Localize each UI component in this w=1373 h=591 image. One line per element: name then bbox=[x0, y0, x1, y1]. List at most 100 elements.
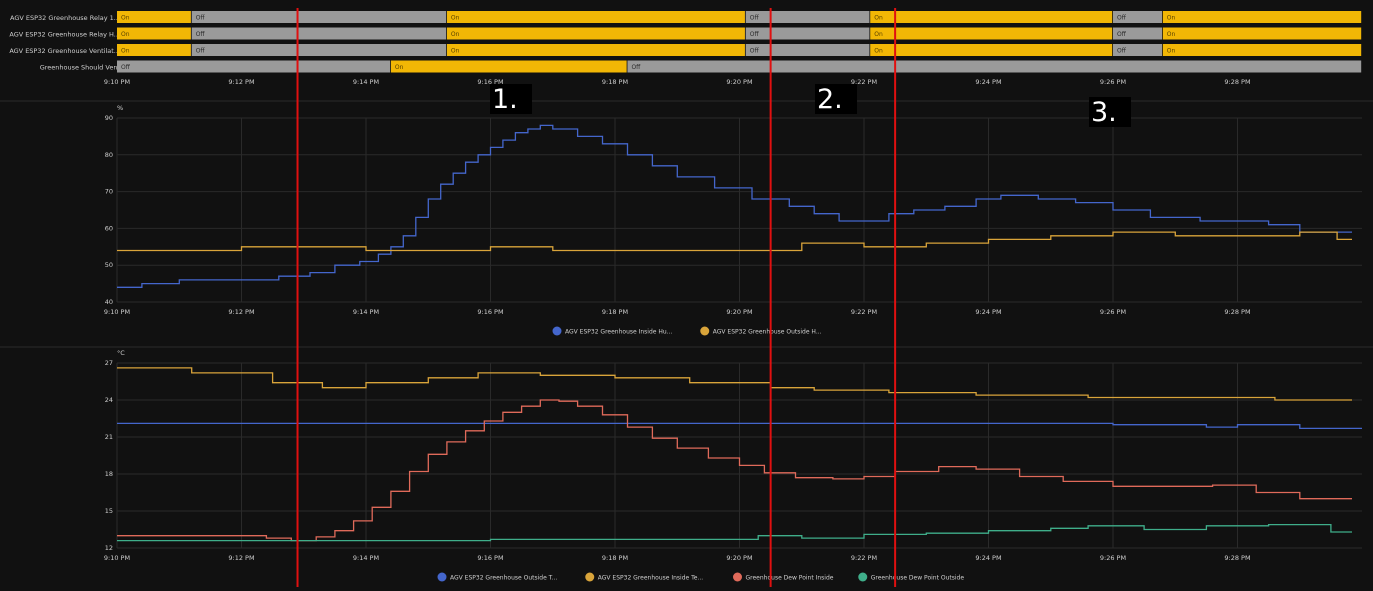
timeline-segment bbox=[1162, 11, 1362, 23]
timeline-segment-label: On bbox=[451, 15, 460, 22]
legend-label: Greenhouse Dew Point Outside bbox=[871, 575, 965, 582]
x-tick-label: 9:20 PM bbox=[726, 554, 752, 562]
timeline-row-label: AGV ESP32 Greenhouse Relay 1... bbox=[10, 14, 120, 22]
legend-label: AGV ESP32 Greenhouse Outside H... bbox=[713, 329, 822, 336]
x-tick-label: 9:20 PM bbox=[726, 78, 752, 86]
x-tick-label: 9:18 PM bbox=[602, 78, 628, 86]
timeline-segment bbox=[870, 44, 1113, 56]
x-tick-label: 9:26 PM bbox=[1100, 78, 1126, 86]
annotation-label: 1. bbox=[492, 84, 518, 115]
y-tick-label: 12 bbox=[105, 544, 113, 552]
timeline-row-label: Greenhouse Should Vent bbox=[40, 64, 121, 72]
timeline-segment bbox=[191, 11, 447, 23]
timeline-segment-label: Off bbox=[196, 48, 206, 55]
series-line bbox=[117, 124, 1352, 288]
timeline-segment bbox=[191, 27, 447, 40]
timeline-segment-label: On bbox=[121, 15, 130, 22]
timeline-segment-label: On bbox=[121, 48, 130, 55]
x-tick-label: 9:18 PM bbox=[602, 308, 628, 316]
y-unit-label: % bbox=[117, 104, 123, 112]
x-tick-label: 9:22 PM bbox=[851, 78, 877, 86]
annotation-label: 2. bbox=[817, 84, 843, 115]
y-tick-label: 18 bbox=[105, 470, 113, 478]
timeline-segment-label: Off bbox=[750, 48, 760, 55]
x-tick-label: 9:26 PM bbox=[1100, 308, 1126, 316]
x-tick-label: 9:24 PM bbox=[975, 554, 1001, 562]
annotation-label-box bbox=[815, 84, 857, 114]
timeline-segment bbox=[627, 60, 1362, 73]
timeline-segment-label: On bbox=[1167, 31, 1176, 38]
humidity-chart: 40 50 60 70 80 90% 9:10 PM 9:12 PM 9:14 PM 9:16 P… bbox=[104, 104, 1362, 336]
series-line bbox=[117, 399, 1352, 542]
timeline-segment bbox=[745, 27, 870, 40]
timeline-segment-label: On bbox=[451, 48, 460, 55]
series-line bbox=[117, 231, 1352, 252]
x-tick-label: 9:18 PM bbox=[602, 554, 628, 562]
timeline-segment-label: On bbox=[1167, 15, 1176, 22]
timeline-segment-label: On bbox=[874, 31, 883, 38]
timeline-segment bbox=[1162, 44, 1362, 56]
x-tick-label: 9:10 PM bbox=[104, 78, 130, 86]
temperature-chart: 12 15 18 21 24 27 °C 9:10 PM 9:12 PM 9:14 PM 9:16 … bbox=[104, 349, 1362, 582]
y-tick-label: 21 bbox=[105, 433, 113, 441]
y-tick-label: 24 bbox=[105, 396, 113, 404]
x-tick-label: 9:16 PM bbox=[477, 554, 503, 562]
timeline-segment bbox=[446, 11, 745, 23]
legend-label: AGV ESP32 Greenhouse Inside Hu... bbox=[565, 329, 672, 336]
annotation-markers: 1. 2. 3. bbox=[296, 8, 1131, 587]
timeline-segment-label: Off bbox=[631, 64, 641, 71]
timeline-segment-label: Off bbox=[750, 31, 760, 38]
x-tick-label: 9:22 PM bbox=[851, 554, 877, 562]
timeline-segment-label: Off bbox=[121, 64, 131, 71]
x-tick-label: 9:24 PM bbox=[975, 308, 1001, 316]
y-tick-label: 15 bbox=[105, 507, 113, 515]
x-tick-label: 9:12 PM bbox=[228, 78, 254, 86]
annotation-label-box bbox=[490, 84, 532, 114]
timeline-segment-label: On bbox=[874, 15, 883, 22]
x-tick-label: 9:14 PM bbox=[353, 308, 379, 316]
x-tick-label: 9:26 PM bbox=[1100, 554, 1126, 562]
x-tick-label: 9:14 PM bbox=[353, 78, 379, 86]
timeline-row-label: AGV ESP32 Greenhouse Ventilat... bbox=[9, 47, 120, 55]
y-tick-label: 50 bbox=[105, 261, 113, 269]
timeline-segment bbox=[870, 11, 1113, 23]
legend-label: AGV ESP32 Greenhouse Inside Te... bbox=[598, 575, 704, 582]
timeline-segment bbox=[117, 44, 191, 56]
legend-swatch bbox=[437, 572, 447, 582]
annotation-label-box bbox=[1089, 97, 1131, 127]
timeline-segment-label: Off bbox=[1117, 15, 1127, 22]
y-tick-label: 90 bbox=[105, 114, 113, 122]
timeline-segment bbox=[446, 44, 745, 56]
y-tick-label: 80 bbox=[105, 151, 113, 159]
x-tick-label: 9:16 PM bbox=[477, 78, 503, 86]
x-tick-label: 9:12 PM bbox=[228, 308, 254, 316]
y-tick-label: 27 bbox=[105, 359, 113, 367]
x-tick-label: 9:28 PM bbox=[1224, 554, 1250, 562]
x-tick-label: 9:16 PM bbox=[477, 308, 503, 316]
x-tick-label: 9:22 PM bbox=[851, 308, 877, 316]
x-tick-label: 9:10 PM bbox=[104, 554, 130, 562]
legend-swatch bbox=[700, 326, 710, 336]
timeline-segment-label: Off bbox=[750, 15, 760, 22]
timeline-segment bbox=[117, 60, 391, 73]
timeline-segment-label: Off bbox=[196, 15, 206, 22]
timeline-segment bbox=[117, 27, 191, 40]
y-tick-label: 40 bbox=[105, 298, 113, 306]
timeline-segment bbox=[745, 44, 870, 56]
timeline-row-label: AGV ESP32 Greenhouse Relay H... bbox=[9, 31, 120, 39]
timeline-segment bbox=[1113, 44, 1162, 56]
timeline-segment bbox=[390, 60, 627, 73]
timeline-segment bbox=[191, 44, 447, 56]
x-tick-label: 9:12 PM bbox=[228, 554, 254, 562]
timeline-segment bbox=[446, 27, 745, 40]
y-tick-label: 60 bbox=[105, 224, 113, 232]
legend-swatch bbox=[733, 572, 742, 582]
timeline-segment-label: Off bbox=[1117, 31, 1127, 38]
timeline-segment-label: On bbox=[121, 31, 130, 38]
x-tick-label: 9:14 PM bbox=[353, 554, 379, 562]
timeline-segment bbox=[870, 27, 1113, 40]
x-tick-label: 9:20 PM bbox=[726, 308, 752, 316]
